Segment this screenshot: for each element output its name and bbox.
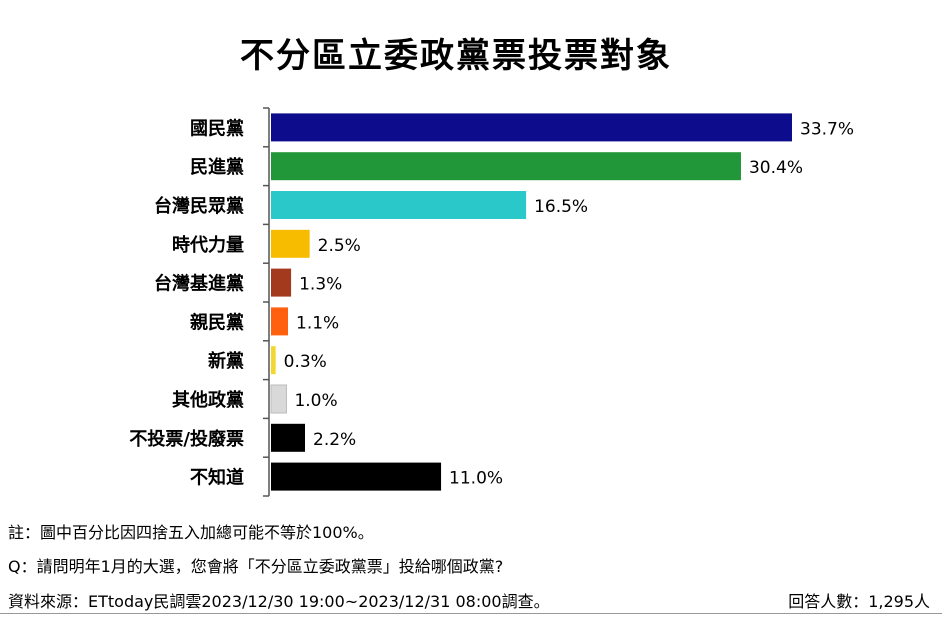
category-label: 國民黨 <box>190 117 244 139</box>
bar-chart: 國民黨 33.7% 民進黨 30.4% 台灣民眾黨 16.5% 時代力量 2.5% 台灣基進黨 1… <box>129 107 854 497</box>
note-source: 資料來源：ETtoday民調雲2023/12/30 19:00~2023/12/… <box>8 592 550 611</box>
bar <box>271 152 741 181</box>
value-label: 2.5% <box>318 236 361 256</box>
category-label: 新黨 <box>208 350 244 372</box>
footer-divider <box>0 613 942 614</box>
bar <box>271 346 276 375</box>
value-label: 1.0% <box>294 391 337 411</box>
category-label: 台灣民眾黨 <box>154 195 244 217</box>
value-label: 0.3% <box>284 352 327 372</box>
bar <box>271 462 442 491</box>
value-label: 11.0% <box>449 469 503 489</box>
bar <box>271 423 306 452</box>
bar <box>270 384 287 414</box>
category-label: 不投票/投廢票 <box>129 428 244 450</box>
chart-title: 不分區立委政黨票投票對象 <box>240 36 672 76</box>
note-rounding: 註：圖中百分比因四捨五入加總可能不等於100%。 <box>8 523 374 542</box>
note-question: Q：請問明年1月的大選，您會將「不分區立委政黨票」投給哪個政黨? <box>8 557 504 576</box>
value-label: 2.2% <box>313 430 356 450</box>
bar <box>271 229 310 258</box>
bar <box>271 191 527 219</box>
bar <box>271 113 792 142</box>
value-label: 33.7% <box>800 119 854 139</box>
category-label: 其他政黨 <box>172 389 244 411</box>
category-label: 時代力量 <box>172 234 244 256</box>
category-label: 民進黨 <box>190 156 244 178</box>
respondent-count: 回答人數：1,295人 <box>788 592 930 611</box>
category-label: 台灣基進黨 <box>154 273 244 295</box>
bar <box>271 307 289 336</box>
category-label: 親民黨 <box>190 311 244 333</box>
value-label: 1.3% <box>299 275 342 295</box>
value-label: 30.4% <box>749 158 803 178</box>
bar <box>271 268 292 297</box>
value-label: 1.1% <box>296 313 339 333</box>
category-label: 不知道 <box>190 467 244 489</box>
value-label: 16.5% <box>534 197 588 217</box>
